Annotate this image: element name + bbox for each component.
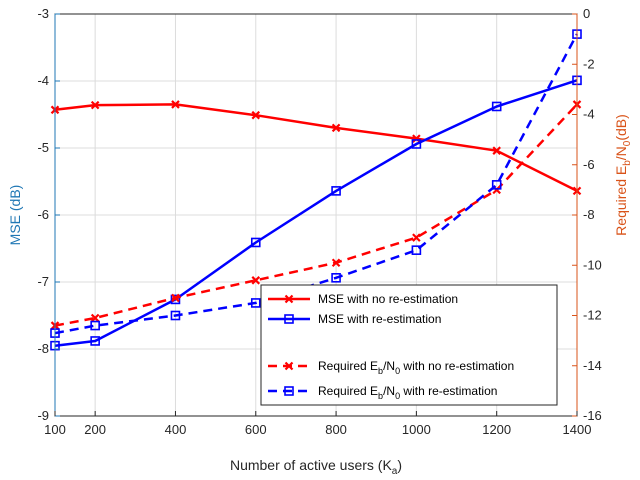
x-tick-label: 200 xyxy=(84,422,106,437)
data-point-series-2 xyxy=(90,313,100,323)
right-tick-label: -12 xyxy=(583,308,602,323)
data-point-series-2 xyxy=(412,233,421,242)
left-tick-label: -7 xyxy=(37,274,49,289)
y-axis-left-label: MSE (dB) xyxy=(7,185,23,246)
data-point-series-0 xyxy=(492,146,501,155)
legend: MSE with no re-estimation MSE with re-es… xyxy=(260,284,558,406)
data-point-series-3 xyxy=(331,273,341,283)
data-point-series-3 xyxy=(90,320,100,331)
x-tick-label: 1000 xyxy=(402,422,431,437)
data-point-series-0 xyxy=(90,100,100,110)
data-point-series-0 xyxy=(412,134,421,143)
x-tick-label: 1200 xyxy=(482,422,511,437)
legend-entry-ebn0-reestimation: Required Eb/N0 with re-estimation xyxy=(318,384,497,401)
legend-box xyxy=(260,284,558,406)
right-tick-label: -6 xyxy=(583,157,595,172)
right-tick-label: -4 xyxy=(583,107,595,122)
legend-marker-0 xyxy=(284,294,294,304)
y-axis-right-label: Required Eb/N0(dB) xyxy=(613,114,633,236)
right-tick-label: 0 xyxy=(583,6,590,21)
data-point-series-3 xyxy=(170,310,181,321)
data-point-series-2 xyxy=(251,276,261,285)
data-point-series-3 xyxy=(411,245,422,255)
left-tick-label: -8 xyxy=(37,341,49,356)
right-tick-label: -10 xyxy=(583,257,602,272)
x-tick-label: 1400 xyxy=(563,422,592,437)
data-point-series-1 xyxy=(90,336,100,346)
x-axis-label: Number of active users (Ka) xyxy=(230,457,402,477)
series-line-2 xyxy=(54,103,578,327)
left-tick-label: -3 xyxy=(37,6,49,21)
x-tick-label: 600 xyxy=(245,422,267,437)
legend-swatches xyxy=(268,294,310,396)
series-line-0 xyxy=(54,103,578,193)
legend-marker-3 xyxy=(284,386,294,396)
x-tick-label: 100 xyxy=(44,422,66,437)
legend-entry-mse-no-reestimation: MSE with no re-estimation xyxy=(318,292,458,306)
x-tick-label: 400 xyxy=(165,422,187,437)
series-line-1 xyxy=(54,79,578,347)
legend-marker-1 xyxy=(284,314,294,324)
data-point-series-2 xyxy=(171,293,180,303)
right-axis: -16 -14 -12 -10 -8 -6 -4 -2 0 xyxy=(572,6,602,423)
data-point-series-3 xyxy=(491,180,502,190)
x-axis: 100 200 400 600 800 1000 1200 1400 xyxy=(44,411,591,437)
left-tick-label: -4 xyxy=(37,73,49,88)
data-point-series-2 xyxy=(331,258,341,268)
legend-entry-ebn0-no-reestimation: Required Eb/N0 with no re-estimation xyxy=(318,359,514,376)
left-tick-label: -9 xyxy=(37,408,49,423)
data-point-series-1 xyxy=(411,139,422,149)
left-axis: -9 -8 -7 -6 -5 -4 -3 xyxy=(37,6,60,423)
data-point-series-0 xyxy=(331,123,341,133)
right-tick-label: -16 xyxy=(583,408,602,423)
left-tick-label: -5 xyxy=(37,140,49,155)
data-point-series-1 xyxy=(170,294,181,305)
x-tick-label: 800 xyxy=(325,422,347,437)
data-point-series-1 xyxy=(250,237,261,248)
right-tick-label: -2 xyxy=(583,56,595,71)
data-point-series-1 xyxy=(331,186,341,196)
right-tick-label: -8 xyxy=(583,207,595,222)
data-point-series-3 xyxy=(250,298,261,308)
data-point-series-1 xyxy=(491,101,502,112)
right-tick-label: -14 xyxy=(583,358,602,373)
data-point-series-0 xyxy=(251,110,261,120)
legend-marker-2 xyxy=(284,361,294,371)
legend-entry-mse-reestimation: MSE with re-estimation xyxy=(318,312,441,326)
data-point-series-0 xyxy=(171,100,180,109)
left-tick-label: -6 xyxy=(37,207,49,222)
